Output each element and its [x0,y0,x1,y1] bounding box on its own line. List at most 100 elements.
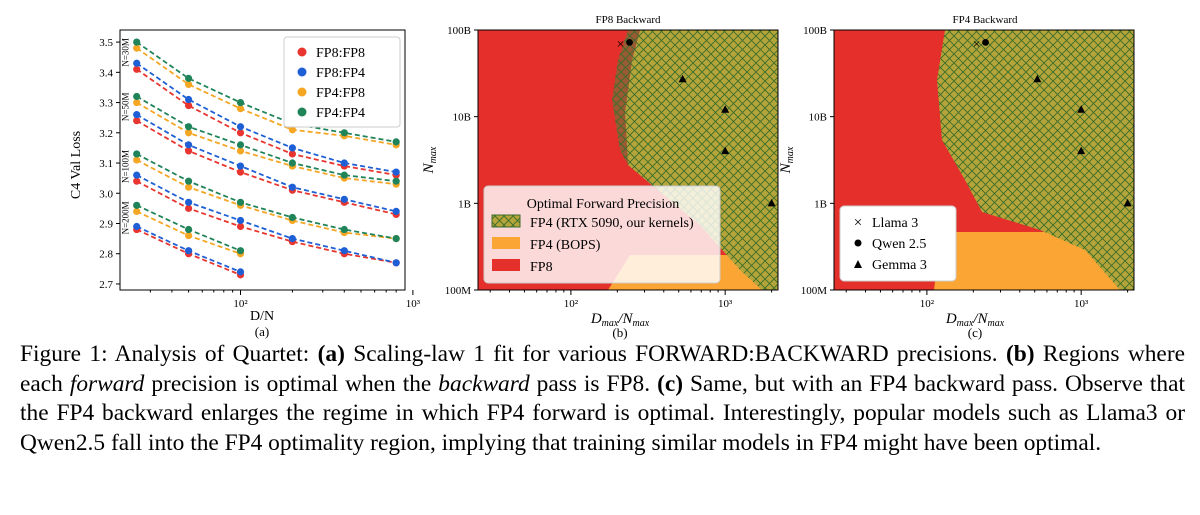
y-tick-label: 3.0 [99,188,113,200]
data-point-fp8-fp8 [236,129,245,137]
panel-a-loss-scatter: N=30M N=50M N=100M N=200M 3.5 3.4 3.3 3.2 3.1 3.… [69,29,421,339]
legend-marker-fp4-fp4 [297,107,307,117]
model-marker-gemma [1123,198,1132,207]
panel-c-region-fp4-rtx [937,30,1134,290]
data-point-fp4-fp4 [392,177,400,185]
y-tick-label: 2.9 [99,218,113,230]
fit-curve-fp4-fp4 [136,41,397,143]
data-point-fp8-fp4 [185,247,193,255]
group-label: N=100M [121,150,131,183]
data-point-fp4-fp4 [288,159,296,167]
panel-a-legend: FP8:FP8 FP8:FP4 FP4:FP8 FP4:FP4 [283,36,401,128]
fit-curve-fp4-fp4 [136,153,397,240]
panel-c-title: FP4 Backward [952,14,1018,26]
data-point-fp8-fp4 [236,123,245,131]
data-point-fp4-fp8 [185,231,193,240]
data-point-fp8-fp4 [236,162,245,170]
data-point-fp4-fp4 [185,225,193,234]
legend-label-fp8-fp8: FP8:FP8 [316,46,365,61]
legend-label-gemma: Gemma 3 [872,258,927,273]
data-point-fp8-fp4 [340,159,348,167]
data-point-fp4-fp4 [340,171,348,179]
data-point-fp8-fp8 [236,168,245,176]
y-tick-label: 10B [809,112,827,124]
y-tick-label: 100B [447,25,471,37]
group-label: N=200M [121,201,131,234]
model-marker-gemma [678,74,687,83]
panel-b-legend-title: Optimal Forward Precision [527,197,679,212]
legend-marker-fp4-fp8 [297,87,307,97]
legend-swatch-fp4-bops [492,237,520,249]
data-point-fp8-fp4 [185,95,193,104]
panel-b-legend: Optimal Forward Precision FP4 (RTX 5090,… [483,185,721,284]
y-tick-label: 10B [453,112,471,124]
panel-a-sublabel: (a) [255,324,269,339]
data-point-fp4-fp8 [236,105,245,113]
data-point-fp4-fp8 [185,129,193,137]
data-point-fp8-fp8 [288,150,296,158]
data-point-fp8-fp4 [392,168,400,176]
caption-part-1: Analysis of Quartet: [107,341,318,367]
fit-curve-fp8-fp8 [136,119,397,216]
caption-em-forward: forward [69,370,145,397]
data-point-fp8-fp4 [185,198,193,206]
fit-curve-fp8-fp4 [136,113,397,213]
panel-b-ylabel: Nmax [421,146,439,174]
data-point-fp4-fp4 [236,141,245,149]
legend-label-fp4-rtx: FP4 (RTX 5090, our kernels) [530,216,694,231]
panel-b-title: FP8 Backward [595,14,661,26]
data-point-fp8-fp4 [133,111,141,119]
y-tick-label: 1B [814,198,827,210]
data-point-fp4-fp8 [133,44,141,52]
fit-curve-fp4-fp4 [136,95,397,183]
caption-part-3: Regions where each [20,341,1185,397]
data-point-fp4-fp8 [133,98,141,107]
fit-curve-fp8-fp4 [136,174,397,264]
panel-c-sublabel: (c) [968,325,982,340]
data-point-fp8-fp8 [185,204,193,212]
caption-fig-label: Figure 1: [20,341,108,367]
fit-curve-fp8-fp8 [136,68,397,176]
model-marker-gemma [721,146,730,155]
data-point-fp4-fp8 [185,183,193,191]
data-point-fp4-fp4 [133,38,141,46]
data-point-fp8-fp4 [133,59,141,67]
data-point-fp8-fp8 [133,65,141,73]
panel-c-ylabel: Nmax [778,146,796,174]
caption-part-6: Same, but with an FP4 backward pass. Obs… [20,370,1185,456]
panel-b-fp8-backward: FP8 Backward 100B 10B 1B 100M 10² 10³ × Nmax… [421,14,779,340]
data-point-fp8-fp8 [133,117,141,125]
y-tick-label: 3.2 [99,128,113,140]
fit-curve-fp4-fp8 [136,101,397,186]
legend-marker-qwen [854,239,862,247]
panel-b-region-overlap [612,30,640,165]
fit-curve-fp8-fp8 [136,180,397,264]
legend-label-fp4-bops: FP4 (BOPS) [530,238,601,253]
y-tick-label: 3.4 [99,67,113,79]
panel-b-region-fp4-rtx [625,30,778,290]
legend-label-fp8-fp4: FP8:FP4 [316,66,365,81]
data-point-fp4-fp4 [340,129,348,137]
model-marker-llama: × [617,37,625,52]
fit-curve-fp4-fp8 [136,159,397,240]
data-point-fp4-fp8 [288,126,296,134]
legend-label-fp4-fp4: FP4:FP4 [316,106,365,121]
fit-curve-fp8-fp4 [136,62,397,173]
model-marker-gemma [1077,105,1086,113]
data-point-fp4-fp4 [392,235,400,243]
y-tick-label: 2.8 [99,249,113,261]
data-point-fp4-fp4 [185,74,193,82]
model-marker-qwen [626,38,633,46]
x-tick-label: 10³ [718,298,733,310]
legend-label-fp4-fp8: FP4:FP8 [316,86,365,101]
legend-swatch-fp4-rtx [491,214,521,228]
x-tick-label: 10³ [406,298,421,310]
legend-marker-gemma [854,260,862,268]
model-marker-gemma [1077,146,1086,155]
panel-c-legend: × Llama 3 Qwen 2.5 Gemma 3 [839,205,957,282]
legend-marker-fp8-fp4 [297,67,307,77]
legend-marker-llama: × [854,215,862,231]
legend-label-llama: Llama 3 [872,216,918,231]
data-point-fp8-fp4 [392,207,400,215]
legend-label-qwen: Qwen 2.5 [872,237,926,252]
